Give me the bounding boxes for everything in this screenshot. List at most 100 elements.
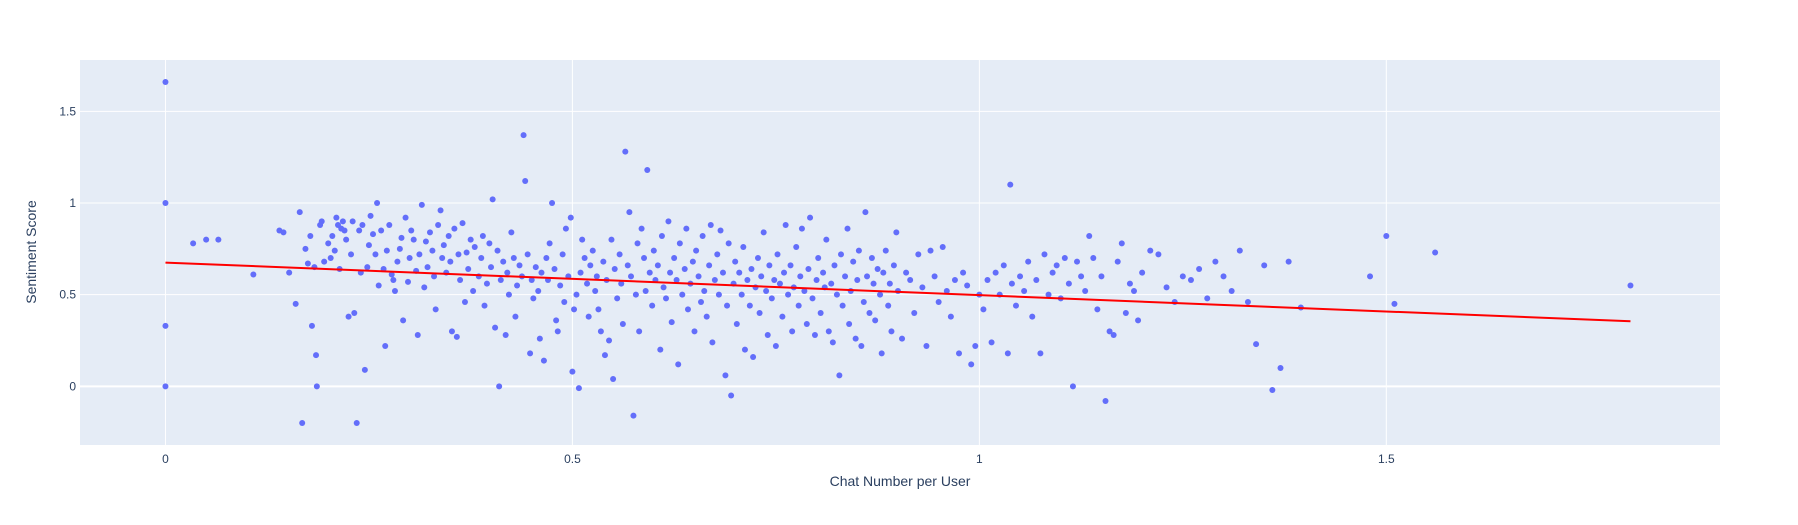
data-point [1029, 313, 1036, 320]
data-point [1269, 387, 1276, 393]
data-point [557, 282, 564, 289]
data-point [546, 240, 553, 247]
data-point [736, 269, 743, 276]
data-point [956, 350, 963, 357]
x-tick-label: 0.5 [564, 452, 581, 466]
data-point [455, 251, 462, 258]
data-point [584, 280, 591, 287]
data-point [432, 306, 439, 313]
data-point [504, 269, 511, 276]
data-point [356, 227, 363, 234]
data-point [313, 383, 320, 390]
data-point [1114, 258, 1121, 265]
data-point [919, 284, 926, 291]
data-point [980, 306, 987, 313]
data-point [1244, 299, 1251, 305]
data-point [435, 222, 442, 228]
data-point [589, 247, 596, 254]
data-point [825, 328, 832, 335]
data-point [418, 201, 425, 208]
data-point [701, 288, 708, 294]
data-point [885, 302, 892, 309]
data-point [860, 299, 867, 305]
data-point [972, 343, 979, 349]
data-point [733, 321, 740, 327]
data-point [595, 306, 602, 313]
data-point [502, 332, 509, 338]
data-point [1045, 291, 1052, 298]
data-point [286, 269, 293, 276]
data-point [593, 273, 600, 280]
data-point [1069, 383, 1076, 390]
data-point [439, 255, 446, 261]
data-point [823, 236, 830, 243]
data-point [809, 295, 816, 302]
data-point [1090, 255, 1097, 261]
data-point [750, 354, 757, 360]
data-point [703, 313, 710, 320]
data-point [984, 277, 991, 283]
data-point [400, 317, 407, 324]
data-point [1065, 280, 1072, 287]
data-point [424, 264, 431, 271]
data-point [1212, 258, 1219, 265]
data-point [540, 357, 547, 364]
y-axis-title: Sentiment Score [23, 200, 39, 304]
data-point [549, 200, 556, 206]
data-point [833, 291, 840, 298]
data-point [522, 178, 529, 184]
data-point [606, 337, 613, 344]
data-point [1155, 251, 1162, 258]
data-point [732, 258, 739, 265]
data-point [1094, 306, 1101, 313]
data-point [416, 251, 423, 258]
data-point [1196, 266, 1203, 272]
data-point [649, 302, 656, 309]
data-point [618, 280, 625, 287]
data-point [874, 266, 881, 272]
data-point [601, 352, 608, 359]
data-point [779, 313, 786, 320]
data-point [339, 218, 346, 225]
data-point [585, 313, 592, 320]
data-point [406, 255, 413, 261]
data-point [1187, 277, 1194, 283]
data-point [1012, 302, 1019, 309]
data-point [741, 346, 748, 353]
data-point [1025, 258, 1032, 265]
data-point [829, 339, 836, 346]
x-gridlines [164, 60, 1387, 445]
data-point [383, 247, 390, 254]
data-point [1074, 258, 1081, 265]
data-point [667, 269, 674, 276]
data-point [410, 236, 417, 243]
data-point [530, 295, 537, 302]
data-point [923, 343, 930, 349]
data-point [628, 273, 635, 280]
data-point [803, 321, 810, 327]
data-point [535, 288, 542, 294]
data-point [457, 277, 464, 283]
data-point [470, 288, 477, 294]
data-point [514, 282, 521, 289]
data-point [1383, 233, 1390, 239]
data-point [1627, 282, 1634, 289]
data-point [855, 247, 862, 254]
x-tick-label: 1.5 [1378, 452, 1395, 466]
y-tick-label: 1 [69, 196, 76, 210]
data-point [641, 255, 648, 261]
data-point [372, 251, 379, 258]
x-axis-title: Chat Number per User [830, 473, 971, 489]
data-point [483, 280, 490, 287]
data-point [203, 236, 210, 243]
data-point [364, 264, 371, 271]
data-point [903, 269, 910, 276]
data-point [402, 214, 409, 221]
data-point [842, 273, 849, 280]
data-point [831, 262, 838, 269]
data-point [365, 242, 372, 249]
data-point [683, 225, 690, 232]
data-point [327, 255, 334, 261]
data-point [1391, 300, 1398, 307]
data-point [1008, 280, 1015, 287]
